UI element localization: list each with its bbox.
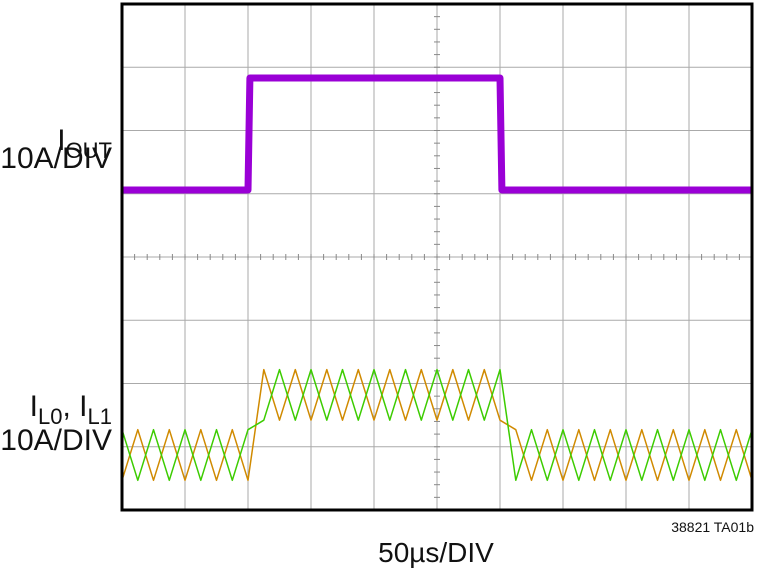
label-sub: L0 (38, 404, 62, 429)
trace-label: IL0, IL1 (30, 390, 112, 429)
label-part: I (30, 390, 38, 423)
trace (121, 368, 753, 482)
frame (120, 2, 754, 512)
trace-scale: 10A/DIV (0, 424, 112, 457)
trace-scale: 10A/DIV (0, 142, 112, 175)
x-label: 50µs/DIV (378, 537, 494, 568)
label-sub: L1 (88, 404, 112, 429)
label-sub: OUT (66, 138, 112, 163)
label-part: I (57, 124, 65, 157)
trace-label: IOUT (57, 124, 112, 163)
trace (121, 368, 753, 482)
footnote: 38821 TA01b (671, 519, 754, 535)
label-part: , I (63, 390, 88, 423)
trace (122, 74, 752, 194)
